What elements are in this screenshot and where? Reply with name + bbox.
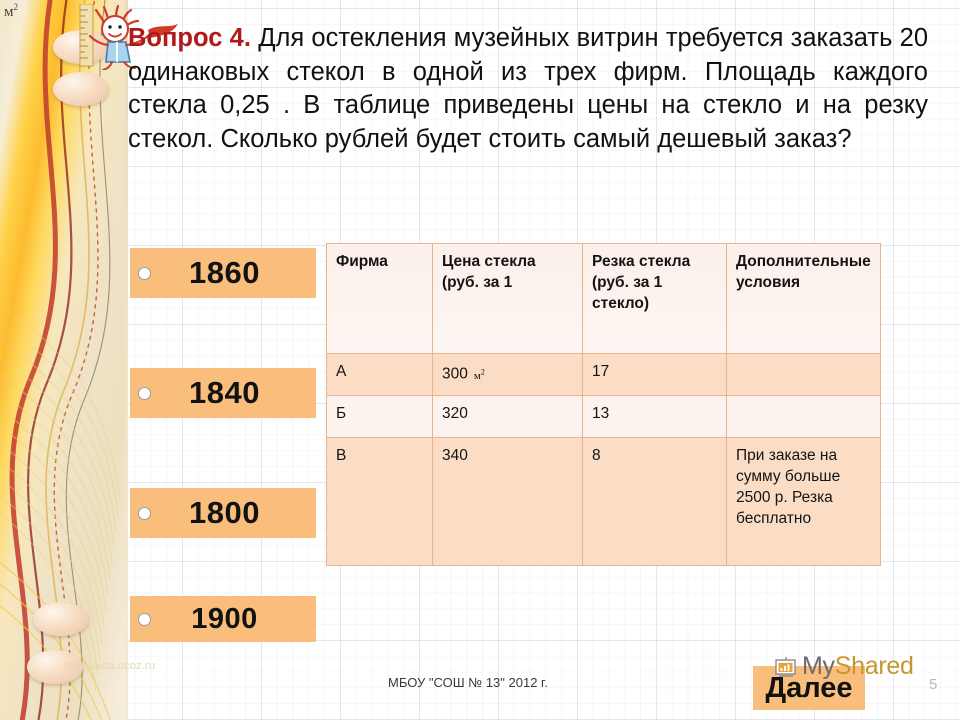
square-meter-unit: м2 (473, 367, 485, 382)
column-header-glass-price: Цена стекла (руб. за 1 (432, 243, 583, 354)
decorative-oval (27, 650, 83, 684)
stray-unit-base: м (4, 4, 14, 20)
column-header-extra-conditions: Дополнительные условия (726, 243, 881, 354)
table-header-row: Фирма Цена стекла (руб. за 1 Резка стекл… (326, 243, 881, 354)
cell-price: 300 м2 (432, 353, 583, 396)
radio-icon[interactable] (138, 506, 151, 520)
school-credit: МБОУ "СОШ № 13" 2012 г. (388, 675, 548, 690)
decorative-left-band (0, 0, 128, 720)
column-header-cutting-price: Резка стекла (руб. за 1 стекло) (582, 243, 727, 354)
cell-price: 320 (432, 395, 583, 438)
cell-conditions (726, 395, 881, 438)
answer-option-label: 1800 (189, 495, 260, 530)
stray-square-meter-glyph: м2 (4, 2, 18, 21)
table-body: А 300 м2 17 Б 320 13 В 340 8 При заказе н… (326, 353, 881, 566)
question-text: Вопрос 4. Для остекления музейных витрин… (128, 22, 928, 156)
radio-icon[interactable] (138, 612, 151, 626)
decorative-oval (33, 602, 89, 636)
band-edge (125, 0, 128, 720)
cell-cutting: 17 (582, 353, 727, 396)
table-row: А 300 м2 17 (326, 353, 881, 396)
answer-option-1840[interactable]: 1840 (130, 368, 316, 418)
swirl-decoration (0, 0, 121, 720)
child-on-ruler-clipart (74, 3, 194, 71)
table-row: Б 320 13 (326, 395, 881, 438)
cell-conditions: При заказе на сумму больше 2500 р. Резка… (726, 437, 881, 566)
radio-icon[interactable] (138, 266, 151, 280)
next-button-label: Далее (765, 671, 853, 704)
question-label: Вопрос 4. (128, 24, 251, 52)
answer-option-label: 1860 (189, 255, 260, 290)
cell-cutting: 8 (582, 437, 727, 566)
page-number: 5 (929, 676, 938, 693)
table-header: Фирма Цена стекла (руб. за 1 Резка стекл… (326, 243, 881, 354)
table-row: В 340 8 При заказе на сумму больше 2500 … (326, 437, 881, 566)
answer-option-1800[interactable]: 1800 (130, 488, 316, 538)
answer-option-label: 1900 (191, 602, 258, 635)
unit-exponent: 2 (480, 367, 485, 376)
unit-base: м (473, 369, 481, 382)
next-button[interactable]: Далее (753, 666, 865, 710)
aida-url-watermark: http://aida.ucoz.ru (64, 660, 156, 672)
clipart-svg (79, 3, 178, 71)
price-table: Фирма Цена стекла (руб. за 1 Резка стекл… (326, 243, 881, 566)
radio-icon[interactable] (138, 386, 151, 400)
question-body: Для остекления музейных витрин требуется… (128, 24, 929, 153)
cell-price-value: 300 (442, 365, 468, 383)
answer-option-label: 1840 (189, 375, 260, 410)
answer-option-1900[interactable]: 1900 (130, 596, 316, 642)
cell-firm: В (326, 437, 433, 566)
price-table-wrapper: Фирма Цена стекла (руб. за 1 Резка стекл… (326, 243, 881, 566)
answer-option-1860[interactable]: 1860 (130, 248, 316, 298)
column-header-firm: Фирма (326, 243, 433, 354)
cell-firm: А (326, 353, 433, 396)
cell-firm: Б (326, 395, 433, 438)
cell-price: 340 (432, 437, 583, 566)
cell-conditions (726, 353, 881, 396)
cell-cutting: 13 (582, 395, 727, 438)
stray-unit-exponent: 2 (13, 2, 19, 12)
decorative-oval (53, 72, 109, 106)
